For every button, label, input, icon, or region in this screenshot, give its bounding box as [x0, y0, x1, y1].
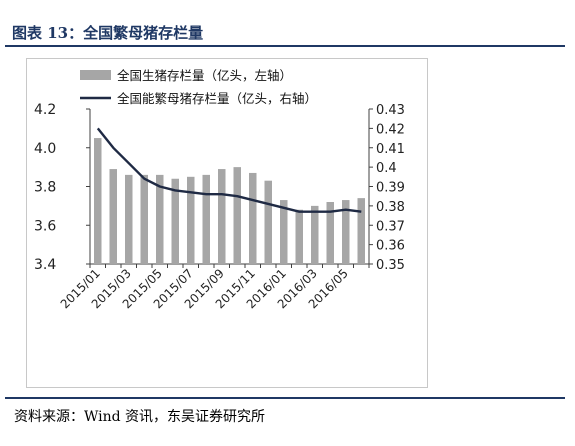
bar: [171, 178, 179, 264]
source-note: 资料来源：Wind 资讯，东吴证券研究所: [14, 409, 266, 425]
left-tick-label: 3.6: [34, 218, 56, 234]
axes: [86, 108, 373, 268]
bar: [156, 174, 164, 264]
left-tick-label: 3.4: [34, 257, 56, 273]
right-tick-label: 0.41: [376, 142, 405, 157]
bar: [357, 198, 365, 264]
right-tick-label: 0.36: [376, 239, 405, 254]
bar: [233, 167, 241, 264]
title-rule: [5, 45, 565, 47]
bar: [326, 202, 334, 264]
bar: [187, 176, 195, 264]
line-series-path: [96, 127, 362, 213]
source-rule: [5, 397, 565, 399]
bar-series: [94, 138, 365, 264]
right-tick-label: 0.39: [376, 181, 405, 196]
legend: 全国生猪存栏量（亿头，左轴） 全国能繁母猪存栏量（亿头，右轴）: [80, 68, 317, 106]
right-tick-label: 0.42: [376, 122, 405, 137]
chart-frame: [26, 58, 428, 388]
legend-swatch-bar: [80, 70, 111, 80]
figure-title: 图表 13：全国繁母猪存栏量: [12, 24, 204, 42]
bar: [94, 138, 102, 264]
bar: [109, 169, 117, 264]
right-tick-label: 0.38: [376, 200, 405, 215]
left-tick-label: 4.2: [34, 102, 56, 118]
left-tick-label: 3.8: [34, 180, 56, 196]
bar: [311, 205, 319, 264]
bar: [249, 172, 257, 264]
legend-label-bar: 全国生猪存栏量（亿头，左轴）: [117, 68, 292, 83]
bar: [140, 174, 148, 264]
left-tick-label: 4.0: [34, 141, 56, 157]
bar: [295, 209, 303, 264]
legend-label-line: 全国能繁母猪存栏量（亿头，右轴）: [117, 91, 317, 106]
bar: [125, 174, 133, 264]
bar: [264, 180, 272, 264]
right-tick-label: 0.43: [376, 103, 405, 118]
right-tick-label: 0.37: [376, 219, 405, 234]
bar: [280, 200, 288, 264]
bar: [218, 169, 226, 264]
bar: [342, 200, 350, 264]
right-tick-label: 0.4: [376, 161, 397, 176]
bar: [202, 174, 210, 264]
right-tick-label: 0.35: [376, 258, 405, 273]
line-series: [96, 127, 362, 213]
